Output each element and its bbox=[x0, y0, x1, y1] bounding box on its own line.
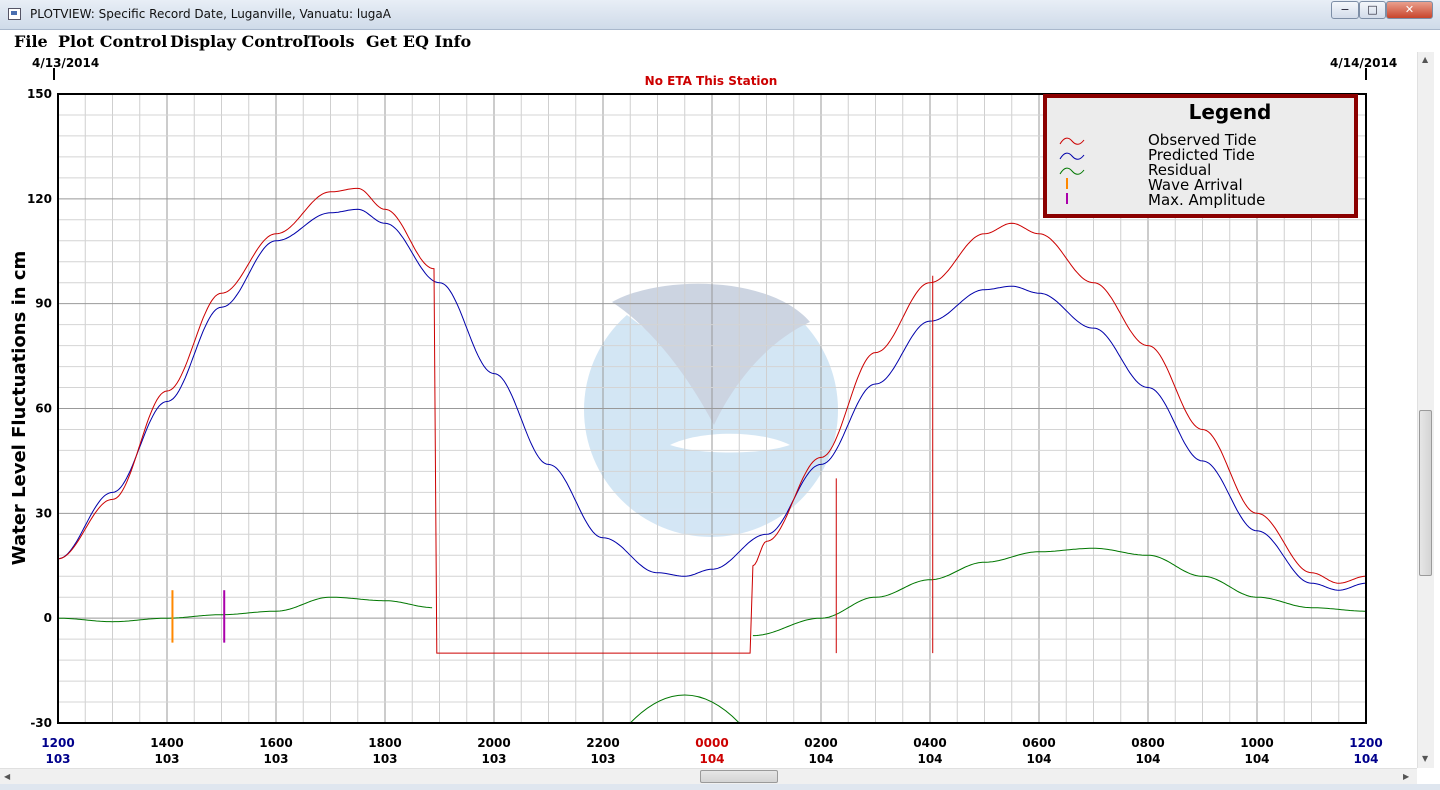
plot-frame bbox=[57, 93, 1367, 724]
legend: Legend Observed Tide Predicted Tide Resi… bbox=[1043, 94, 1358, 218]
menu-tools[interactable]: Tools bbox=[308, 32, 355, 51]
y-tick-label: 30 bbox=[35, 506, 52, 520]
x-tick-day-label: 103 bbox=[372, 752, 397, 766]
x-tick-day-label: 104 bbox=[917, 752, 942, 766]
legend-residual-swatch bbox=[1059, 167, 1085, 175]
x-tick-time-label: 1600 bbox=[259, 736, 292, 750]
x-tick-day-label: 104 bbox=[1244, 752, 1269, 766]
legend-predicted-swatch bbox=[1059, 152, 1085, 160]
x-tick-day-label: 104 bbox=[1353, 752, 1378, 766]
legend-frame bbox=[1043, 94, 1358, 218]
eta-subtitle: No ETA This Station bbox=[645, 74, 778, 88]
horizontal-scrollbar[interactable]: ◀ ▶ bbox=[0, 768, 1417, 785]
predicted-tide-line bbox=[58, 208, 1366, 591]
x-tick-time-label: 1200 bbox=[1349, 736, 1382, 750]
x-tick-time-label: 1000 bbox=[1240, 736, 1273, 750]
tide-plot: -30 0 30 60 90 120 150 1200 103 1400 103 1600 103 18… bbox=[9, 56, 1397, 766]
close-button[interactable]: ✕ bbox=[1386, 1, 1433, 19]
y-tick-label: 150 bbox=[27, 87, 52, 101]
legend-observed-label: Observed Tide bbox=[1148, 131, 1257, 149]
x-tick-day-label: 104 bbox=[699, 752, 724, 766]
x-tick-day-label: 103 bbox=[590, 752, 615, 766]
x-tick-labels: 1200 103 1400 103 1600 103 1800 103 2000 103 2200 1… bbox=[41, 736, 1382, 766]
y-tick-label: -30 bbox=[30, 716, 52, 730]
y-tick-label: 60 bbox=[35, 402, 52, 416]
x-tick-day-label: 104 bbox=[808, 752, 833, 766]
x-tick-day-label: 103 bbox=[154, 752, 179, 766]
x-tick-time-label: 0200 bbox=[804, 736, 837, 750]
y-axis-title: Water Level Fluctuations in cm bbox=[9, 251, 30, 566]
scroll-right-icon[interactable]: ▶ bbox=[1403, 772, 1410, 781]
legend-title: Legend bbox=[1189, 100, 1272, 124]
legend-residual-label: Residual bbox=[1148, 161, 1211, 179]
observed-tide-line bbox=[58, 187, 1366, 654]
menu-bar: File Plot Control Display Control Tools … bbox=[0, 30, 1440, 52]
scroll-left-icon[interactable]: ◀ bbox=[4, 772, 11, 781]
x-tick-time-label: 0800 bbox=[1131, 736, 1164, 750]
y-tick-labels: -30 0 30 60 90 120 150 bbox=[27, 87, 52, 730]
window-bottom-border bbox=[0, 784, 1440, 790]
x-tick-day-label: 103 bbox=[263, 752, 288, 766]
vertical-scroll-thumb[interactable] bbox=[1419, 410, 1432, 576]
x-tick-day-label: 103 bbox=[481, 752, 506, 766]
x-tick-day-label: 103 bbox=[45, 752, 70, 766]
legend-wave-arrival-label: Wave Arrival bbox=[1148, 176, 1243, 194]
legend-max-amplitude-label: Max. Amplitude bbox=[1148, 191, 1265, 209]
x-tick-time-label: 0000 bbox=[695, 736, 728, 750]
x-tick-time-label: 1800 bbox=[368, 736, 401, 750]
y-tick-label: 120 bbox=[27, 192, 52, 206]
x-tick-day-label: 104 bbox=[1135, 752, 1160, 766]
minimize-button[interactable]: − bbox=[1331, 1, 1359, 19]
menu-get-eq-info[interactable]: Get EQ Info bbox=[366, 32, 472, 51]
residual-line bbox=[58, 547, 1366, 637]
x-tick-time-label: 0600 bbox=[1022, 736, 1055, 750]
scroll-up-icon[interactable]: ▲ bbox=[1422, 55, 1429, 64]
menu-file[interactable]: File bbox=[14, 32, 48, 51]
date-right-label: 4/14/2014 bbox=[1330, 56, 1397, 70]
menu-display-control[interactable]: Display Control bbox=[170, 32, 310, 51]
window-title: PLOTVIEW: Specific Record Date, Luganvil… bbox=[30, 7, 391, 21]
y-tick-label: 90 bbox=[35, 297, 52, 311]
x-tick-time-label: 1200 bbox=[41, 736, 74, 750]
series-layer bbox=[58, 187, 1366, 723]
x-tick-time-label: 1400 bbox=[150, 736, 183, 750]
date-left-label: 4/13/2014 bbox=[32, 56, 99, 70]
noaa-watermark bbox=[584, 272, 838, 537]
x-tick-time-label: 2000 bbox=[477, 736, 510, 750]
maximize-button[interactable]: □ bbox=[1359, 1, 1386, 19]
x-tick-time-label: 2200 bbox=[586, 736, 619, 750]
title-bar: PLOTVIEW: Specific Record Date, Luganvil… bbox=[0, 0, 1440, 30]
legend-observed-swatch bbox=[1059, 137, 1085, 145]
scroll-down-icon[interactable]: ▼ bbox=[1422, 754, 1429, 763]
vertical-scrollbar[interactable]: ▲ ▼ bbox=[1417, 52, 1434, 768]
x-tick-day-label: 104 bbox=[1026, 752, 1051, 766]
y-tick-label: 0 bbox=[44, 611, 52, 625]
x-tick-time-label: 0400 bbox=[913, 736, 946, 750]
menu-plot-control[interactable]: Plot Control bbox=[58, 32, 168, 51]
horizontal-scroll-thumb[interactable] bbox=[700, 770, 778, 783]
legend-predicted-label: Predicted Tide bbox=[1148, 146, 1255, 164]
residual-arc bbox=[629, 694, 740, 723]
app-icon[interactable] bbox=[8, 8, 21, 20]
